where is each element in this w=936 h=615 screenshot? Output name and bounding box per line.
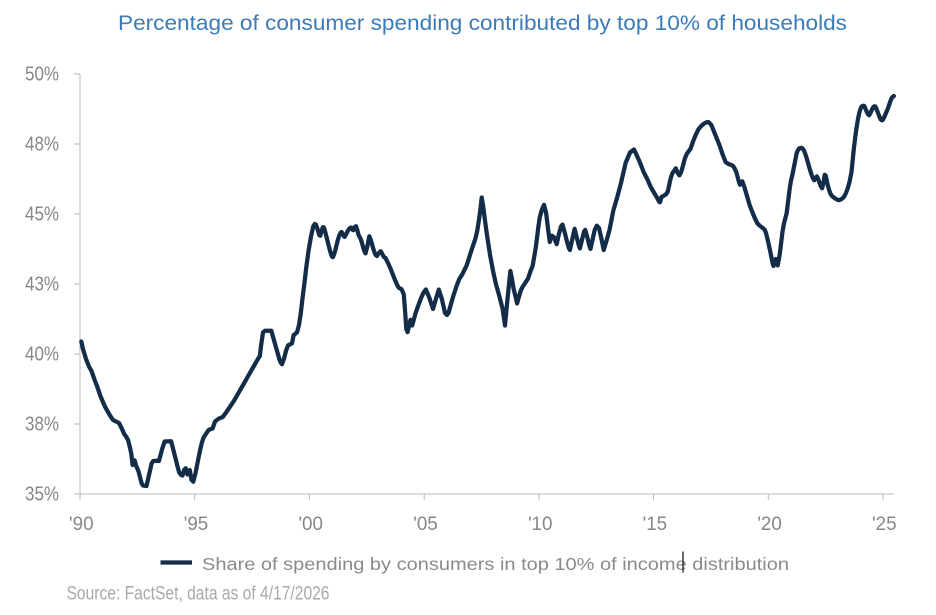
svg-text:'20: '20 [757,513,782,535]
svg-text:'15: '15 [643,513,668,535]
svg-text:Share of spending by consumers: Share of spending by consumers in top 10… [202,554,789,574]
svg-text:'25: '25 [872,513,897,535]
svg-text:35%: 35% [25,482,59,505]
svg-text:50%: 50% [25,62,59,85]
svg-text:40%: 40% [25,342,59,365]
svg-text:45%: 45% [25,202,59,225]
svg-text:Source: FactSet, data as of 4/: Source: FactSet, data as of 4/17/2026 [67,584,330,605]
svg-text:38%: 38% [25,412,59,435]
svg-text:'10: '10 [528,513,553,535]
svg-text:48%: 48% [25,132,59,155]
svg-text:Percentage of consumer spendin: Percentage of consumer spending contribu… [118,11,847,35]
svg-text:43%: 43% [25,272,59,295]
svg-text:'00: '00 [298,513,323,535]
svg-text:'05: '05 [413,513,438,535]
svg-text:'90: '90 [69,513,94,535]
svg-text:'95: '95 [184,513,209,535]
